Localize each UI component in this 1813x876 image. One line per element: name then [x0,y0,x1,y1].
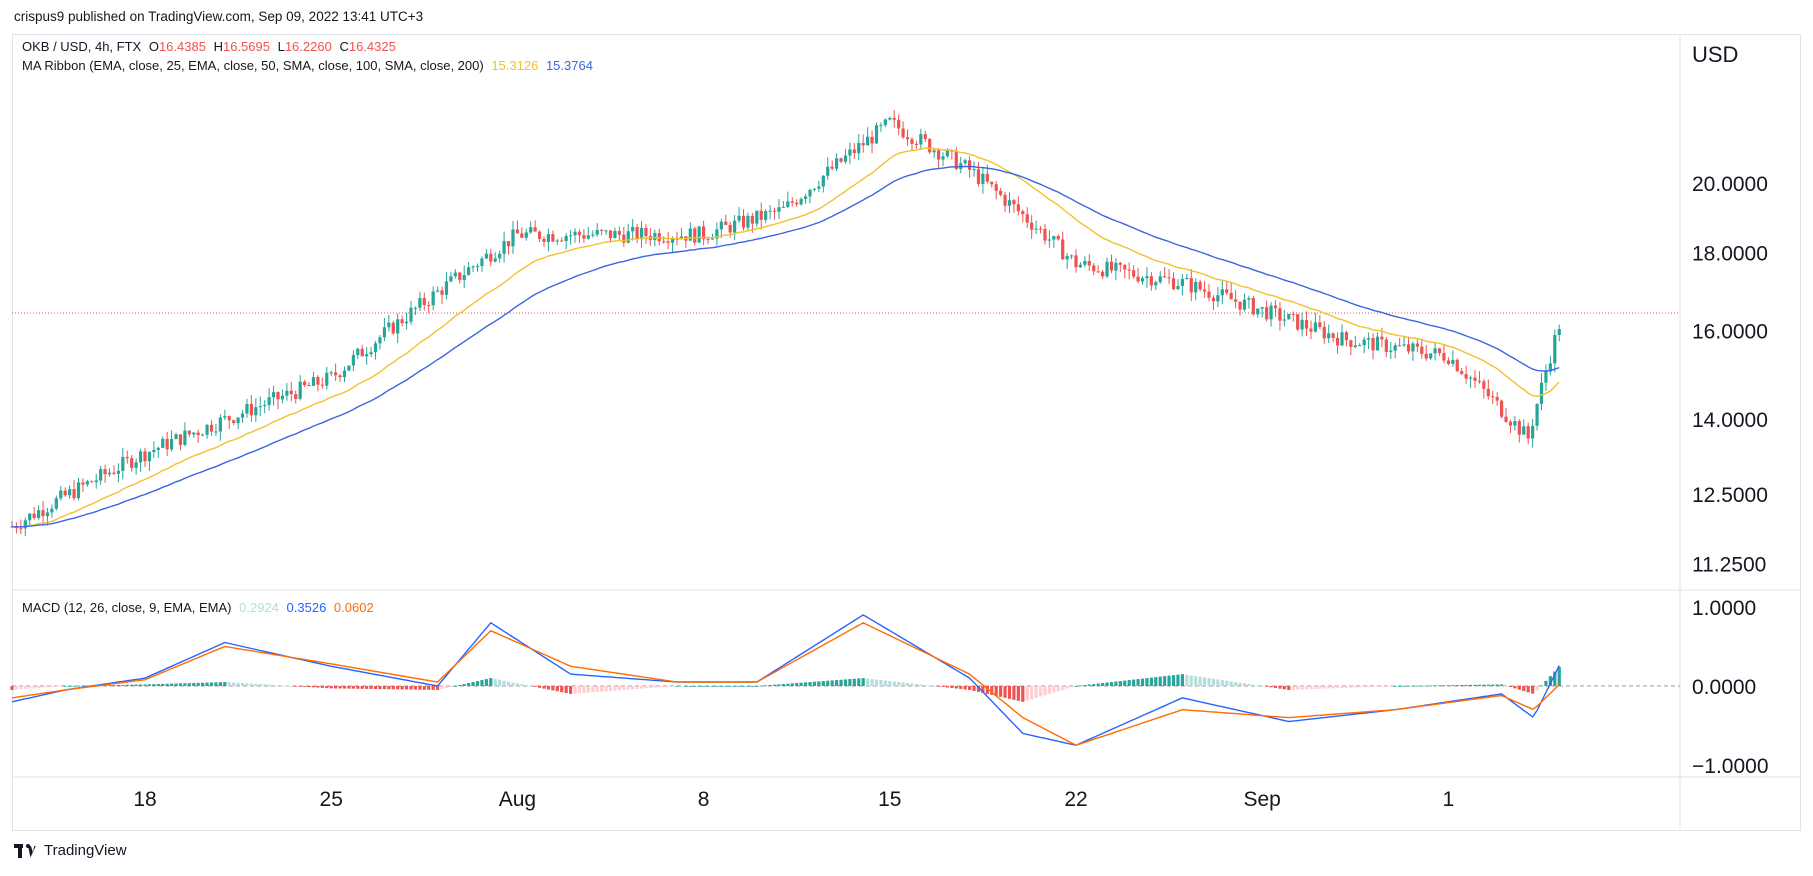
footer: TradingView [14,842,127,859]
footer-brand: TradingView [44,842,127,859]
low-value: 16.2260 [284,39,332,54]
low-label: L [277,39,285,54]
symbol-label[interactable]: OKB / USD, 4h, FTX [22,39,142,54]
ma-legend: MA Ribbon (EMA, close, 25, EMA, close, 5… [22,58,597,73]
price-legend: OKB / USD, 4h, FTX O16.4385 H16.5695 L16… [22,39,400,54]
macd-line-value: 0.3526 [286,600,327,615]
macd-legend: MACD (12, 26, close, 9, EMA, EMA) 0.2924… [22,600,378,615]
ma-ribbon-label[interactable]: MA Ribbon (EMA, close, 25, EMA, close, 5… [22,58,484,73]
macd-hist-value: 0.2924 [239,600,279,615]
tradingview-logo-icon [14,843,38,858]
chart-frame [12,34,1801,831]
open-label: O [148,39,159,54]
open-value: 16.4385 [158,39,206,54]
high-value: 16.5695 [222,39,270,54]
ma-value-1: 15.3126 [491,58,539,73]
close-label: C [339,39,349,54]
close-value: 16.4325 [348,39,396,54]
macd-label[interactable]: MACD (12, 26, close, 9, EMA, EMA) [22,600,232,615]
ma-value-2: 15.3764 [545,58,593,73]
macd-signal-value: 0.0602 [333,600,374,615]
high-label: H [213,39,223,54]
publisher-line: crispus9 published on TradingView.com, S… [14,9,424,24]
